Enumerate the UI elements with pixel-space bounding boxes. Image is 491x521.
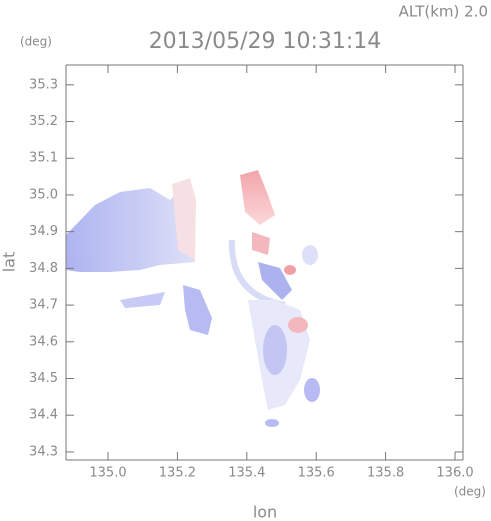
y-tick-label: 34.4 (29, 408, 58, 423)
x-axis-label: lon (253, 503, 277, 521)
y-tick-label: 34.3 (29, 444, 58, 459)
x-tick-label: 135.8 (367, 466, 404, 481)
altitude-label: ALT(km) 2.0 (399, 3, 488, 21)
radar-echoes (66, 170, 320, 427)
y-tick-label: 35.0 (29, 187, 58, 202)
x-tick-label: 135.2 (159, 466, 196, 481)
y-tick-label: 34.6 (29, 334, 58, 349)
x-unit: (deg) (454, 485, 486, 499)
map-title: 2013/05/29 10:31:14 (149, 29, 382, 54)
x-tick-label: 135.0 (89, 466, 126, 481)
y-axis-label: lat (0, 252, 19, 273)
x-tick-label: 135.4 (228, 466, 265, 481)
y-tick-label: 34.9 (29, 224, 58, 239)
y-tick-label: 34.8 (29, 261, 58, 276)
y-tick-label: 35.1 (29, 151, 58, 166)
x-tick-label: 135.6 (298, 466, 335, 481)
y-tick-label: 34.5 (29, 371, 58, 386)
y-tick-label: 35.2 (29, 114, 58, 129)
y-tick-label: 35.3 (29, 77, 58, 92)
x-tick-label: 136.0 (436, 466, 473, 481)
plot-frame (65, 64, 464, 461)
y-unit: (deg) (20, 35, 52, 49)
y-tick-label: 34.7 (29, 298, 58, 313)
